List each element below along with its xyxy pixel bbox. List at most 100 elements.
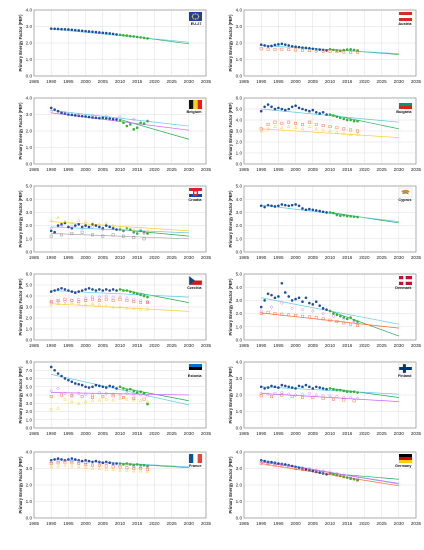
- data-point: [315, 48, 318, 51]
- x-tick-label: 1990: [46, 255, 57, 260]
- data-point: [353, 120, 356, 123]
- data-point: [270, 385, 273, 388]
- data-point: [305, 384, 308, 387]
- data-point: [325, 49, 328, 52]
- data-point: [298, 385, 301, 388]
- y-axis-label: Primary Energy Factor (PEF): [228, 366, 233, 424]
- data-point: [263, 206, 266, 209]
- data-point: [260, 110, 263, 113]
- data-point: [60, 375, 63, 378]
- data-point: [81, 384, 84, 387]
- x-tick-label: 2015: [342, 343, 353, 348]
- data-point: [132, 291, 135, 294]
- x-tick-label: 2020: [359, 167, 370, 172]
- x-tick-label: 2005: [308, 431, 319, 436]
- x-tick-label: 2025: [376, 167, 387, 172]
- x-tick-label: 1985: [29, 79, 40, 84]
- x-tick-label: 2030: [184, 343, 195, 348]
- data-point: [332, 49, 335, 52]
- x-tick-label: 2015: [132, 167, 143, 172]
- x-tick-label: 2010: [115, 521, 126, 526]
- data-point: [146, 296, 149, 299]
- data-point: [294, 45, 297, 48]
- x-tick-label: 1985: [29, 167, 40, 172]
- data-point: [119, 385, 122, 388]
- data-point: [346, 318, 349, 321]
- y-tick-label: 1.0: [26, 236, 33, 241]
- country-label: Belgium: [187, 110, 203, 114]
- data-point: [74, 114, 77, 117]
- data-point: [277, 386, 280, 389]
- country-label: Czechia: [187, 286, 202, 290]
- data-point: [105, 224, 108, 227]
- y-tick-label: 3.0: [236, 466, 243, 471]
- data-point: [305, 208, 308, 211]
- y-axis-label: Primary Energy Factor (PEF): [18, 102, 23, 160]
- data-point: [139, 230, 142, 233]
- x-tick-label: 2005: [98, 79, 109, 84]
- data-point: [298, 296, 301, 299]
- y-tick-label: 4.0: [236, 197, 243, 202]
- y-tick-label: 5.0: [236, 272, 243, 277]
- data-point: [332, 388, 335, 391]
- data-point: [339, 475, 342, 478]
- chart-panel-cy: 1985 1990 1995 2000 2005 2010 2015 2020 2025 2030…: [228, 184, 422, 260]
- data-point: [81, 460, 84, 463]
- x-tick-label: 2000: [290, 521, 301, 526]
- data-point: [318, 48, 321, 51]
- data-point: [50, 290, 53, 293]
- data-point: [342, 118, 345, 121]
- x-tick-label: 2035: [201, 255, 212, 260]
- x-tick-label: 1985: [239, 343, 250, 348]
- data-point: [336, 115, 339, 118]
- data-point: [284, 109, 287, 112]
- x-tick-label: 2005: [308, 79, 319, 84]
- data-point: [329, 387, 332, 390]
- data-point: [287, 108, 290, 111]
- data-point: [91, 461, 94, 464]
- y-axis-label: Primary Energy Factor (PEF): [228, 14, 233, 72]
- x-tick-label: 1985: [239, 431, 250, 436]
- chart-panel-fr: 1985 1990 1995 2000 2005 2010 2015 2020 2025 2030…: [18, 450, 212, 526]
- y-tick-label: 6.0: [26, 376, 33, 381]
- y-tick-label: 4.0: [236, 118, 243, 123]
- x-tick-label: 2000: [290, 79, 301, 84]
- y-tick-label: 5.0: [26, 384, 33, 389]
- data-point: [126, 34, 129, 37]
- y-tick-label: 6.0: [236, 96, 243, 101]
- data-point: [146, 37, 149, 40]
- data-point: [308, 385, 311, 388]
- data-point: [349, 390, 352, 393]
- data-point: [263, 44, 266, 47]
- data-point: [53, 369, 56, 372]
- x-tick-label: 2005: [98, 343, 109, 348]
- data-point: [77, 290, 80, 293]
- data-point: [105, 32, 108, 35]
- data-point: [102, 289, 105, 292]
- data-point: [287, 295, 290, 298]
- data-point: [53, 231, 56, 234]
- data-point: [267, 103, 270, 106]
- y-tick-label: 5.0: [26, 283, 33, 288]
- at-flag-icon: [399, 12, 412, 21]
- data-point: [57, 110, 60, 113]
- data-point: [136, 232, 139, 235]
- data-point: [102, 461, 105, 464]
- data-point: [122, 387, 125, 390]
- data-point: [342, 49, 345, 52]
- data-point: [356, 391, 359, 394]
- y-tick-label: 1.0: [236, 151, 243, 156]
- data-point: [136, 391, 139, 394]
- x-tick-label: 1990: [256, 343, 267, 348]
- x-tick-label: 1990: [256, 431, 267, 436]
- data-point: [274, 108, 277, 111]
- x-tick-label: 2035: [411, 167, 422, 172]
- x-tick-label: 2005: [308, 255, 319, 260]
- data-point: [301, 108, 304, 111]
- data-point: [98, 117, 101, 120]
- data-point: [281, 282, 284, 285]
- data-point: [136, 36, 139, 39]
- data-point: [64, 288, 67, 291]
- x-tick-label: 1990: [46, 79, 57, 84]
- data-point: [349, 215, 352, 218]
